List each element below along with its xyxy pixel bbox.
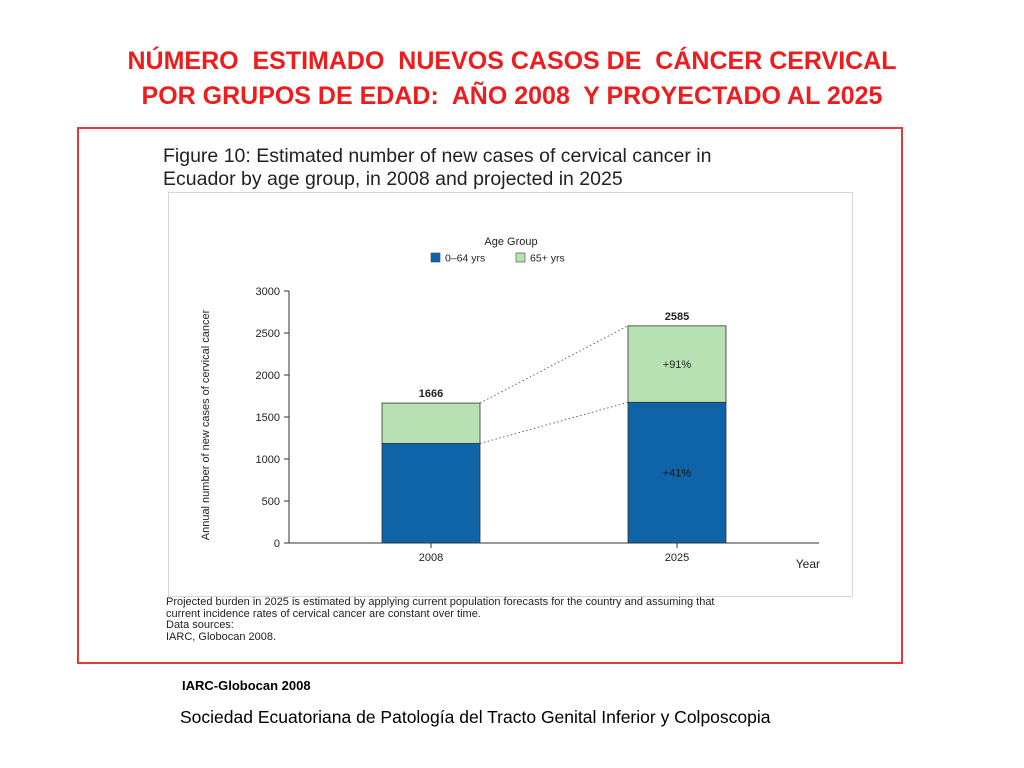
y-tick-label-0: 0 [274, 538, 280, 550]
y-axis: 0 500 1000 1500 2000 2500 3000 [256, 286, 290, 550]
footnote-line-1: Projected burden in 2025 is estimated by… [166, 596, 715, 608]
legend-title: Age Group [484, 236, 537, 248]
source-label: IARC-Globocan 2008 [182, 678, 311, 693]
footnote-line-4: IARC, Globocan 2008. [166, 630, 277, 643]
y-tick-label-2000: 2000 [256, 370, 280, 382]
footnote-line-2: current incidence rates of cervical canc… [166, 607, 481, 620]
x-axis-label: Year [796, 557, 820, 571]
total-label-2025: 2585 [665, 311, 689, 323]
growth-connector-0-64 [479, 401, 629, 444]
x-tick-label-2025: 2025 [665, 552, 689, 564]
growth-label-2025-0-64: +41% [663, 468, 692, 480]
x-tick-label-2008: 2008 [419, 552, 443, 564]
growth-label-2025-65plus: +91% [663, 359, 692, 371]
legend-swatch-1 [430, 252, 441, 263]
y-tick-label-500: 500 [262, 496, 280, 508]
bars: 1666 2585 +41% +91% [381, 311, 727, 544]
figure-title-line-1: Figure 10: Estimated number of new cases… [163, 145, 712, 167]
y-axis-label: Annual number of new cases of cervical c… [200, 309, 212, 540]
y-tick-label-1000: 1000 [256, 454, 280, 466]
footnote-line-3: Data sources: [166, 619, 234, 632]
society-label: Sociedad Ecuatoriana de Patología del Tr… [180, 707, 771, 727]
bar-2008-0-64 [381, 443, 481, 544]
slide-title-line-1: NÚMERO ESTIMADO NUEVOS CASOS DE CÁNCER C… [127, 47, 897, 75]
y-tick-label-3000: 3000 [256, 286, 280, 298]
x-axis: 2008 2025 [289, 542, 819, 564]
legend: 0–64 yrs 65+ yrs [430, 252, 565, 265]
figure-frame: Figure 10: Estimated number of new cases… [77, 127, 903, 664]
growth-connector-65plus [479, 325, 629, 404]
figure-footnote: Projected burden in 2025 is estimated by… [166, 596, 866, 643]
stacked-bar-chart: Age Group 0–64 yrs 65+ yrs Annual number … [200, 236, 820, 571]
figure-title-line-2: Ecuador by age group, in 2008 and projec… [163, 168, 623, 190]
y-tick-label-1500: 1500 [256, 412, 280, 424]
bar-2025-0-64 [627, 401, 727, 544]
slide-title-line-2: POR GRUPOS DE EDAD: AÑO 2008 Y PROYECTAD… [141, 82, 883, 110]
chart-panel: Age Group 0–64 yrs 65+ yrs Annual number … [168, 192, 853, 597]
bar-2025-65plus [627, 325, 727, 403]
legend-label-1: 0–64 yrs [445, 253, 485, 265]
y-tick-label-2500: 2500 [256, 328, 280, 340]
bar-2008-65plus [381, 402, 481, 444]
legend-label-2: 65+ yrs [530, 253, 565, 265]
slide-title: NÚMERO ESTIMADO NUEVOS CASOS DE CÁNCER C… [0, 44, 1024, 114]
growth-connectors [479, 325, 629, 444]
legend-swatch-2 [515, 252, 526, 263]
total-label-2008: 1666 [419, 388, 443, 400]
figure-title: Figure 10: Estimated number of new cases… [163, 145, 863, 191]
